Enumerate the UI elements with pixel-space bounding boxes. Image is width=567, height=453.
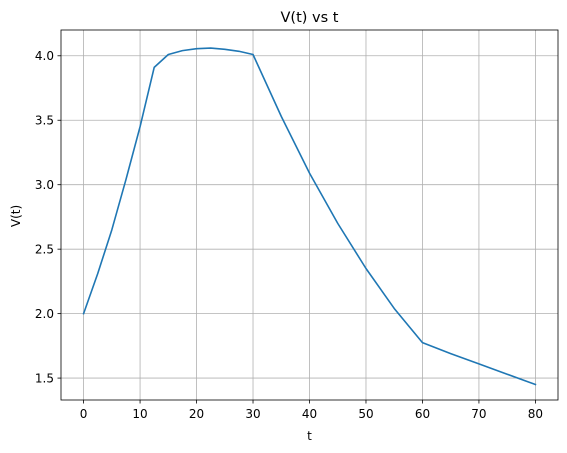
axis-ticks: 0 10 20 30 40 50 60 70 80 1.5 2.0 2.5 3.0 3.5 4.0 — [35, 49, 543, 421]
chart-title: V(t) vs t — [281, 10, 339, 26]
x-tick-label: 50 — [358, 407, 373, 421]
x-tick-label: 70 — [471, 407, 486, 421]
y-tick-label: 3.0 — [35, 178, 54, 192]
x-tick-label: 30 — [245, 407, 260, 421]
x-axis-label: t — [307, 429, 312, 443]
y-tick-label: 2.5 — [35, 242, 54, 256]
y-tick-label: 1.5 — [35, 371, 54, 385]
x-tick-label: 10 — [132, 407, 147, 421]
x-tick-label: 60 — [415, 407, 430, 421]
x-tick-label: 80 — [528, 407, 543, 421]
x-tick-label: 20 — [189, 407, 204, 421]
x-tick-label: 40 — [302, 407, 317, 421]
y-tick-label: 2.0 — [35, 307, 54, 321]
x-tick-label: 0 — [80, 407, 88, 421]
data-series — [82, 47, 537, 386]
y-tick-label: 4.0 — [35, 49, 54, 63]
series-line — [82, 47, 537, 386]
grid-lines — [61, 30, 558, 400]
y-tick-label: 3.5 — [35, 113, 54, 127]
y-axis-label: V(t) — [9, 205, 23, 227]
